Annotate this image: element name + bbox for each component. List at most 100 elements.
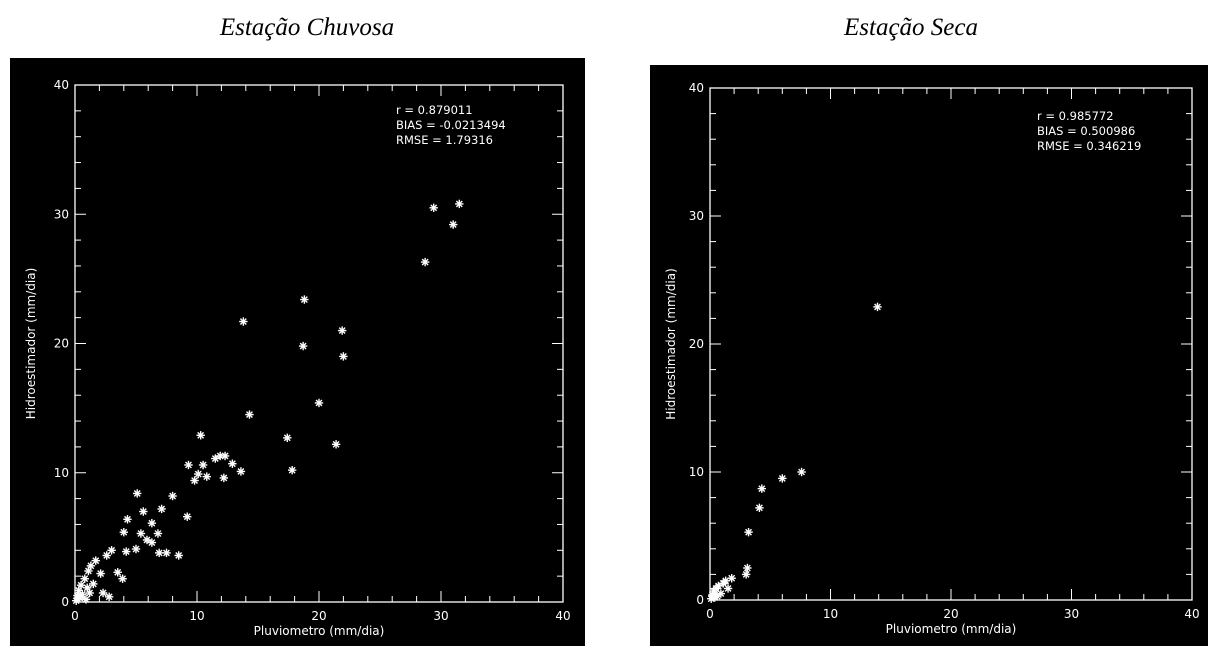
y-tick-label: 30	[54, 207, 69, 221]
x-axis-label: Pluviometro (mm/dia)	[254, 624, 385, 638]
scatter-chart-dry-season: 0 10 20 30 40 0 10 20 30 40 Pluviometro (mm/dia) Hi…	[650, 65, 1208, 646]
data-point	[429, 203, 438, 212]
x-tick-label: 0	[706, 607, 714, 621]
x-tick-label: 30	[433, 609, 448, 623]
data-point	[741, 570, 751, 579]
axis-ticks	[74, 84, 564, 603]
chart-title-dry-season: Estação Seca	[844, 14, 978, 41]
data-point	[147, 518, 157, 528]
data-point	[744, 527, 753, 537]
data-point	[168, 491, 177, 501]
data-point	[194, 469, 203, 479]
data-point	[107, 546, 116, 555]
x-tick-label: 40	[1184, 607, 1199, 621]
x-tick-label: 20	[943, 607, 958, 621]
stats-legend-line: RMSE = 1.79316	[396, 133, 493, 147]
data-point	[72, 596, 81, 605]
data-point	[81, 595, 91, 604]
data-point	[723, 584, 733, 593]
data-point	[122, 547, 131, 556]
data-point	[245, 410, 254, 419]
x-tick-label: 20	[311, 609, 326, 623]
y-tick-label: 40	[54, 78, 69, 92]
stats-legend-line: r = 0.879011	[396, 103, 473, 117]
x-tick-label: 10	[823, 607, 838, 621]
data-point	[133, 489, 142, 498]
data-point	[873, 302, 882, 312]
y-tick-label: 0	[696, 593, 704, 607]
data-point	[339, 352, 348, 361]
y-tick-label: 10	[54, 466, 69, 480]
data-point	[89, 579, 98, 589]
y-tick-label: 40	[689, 81, 704, 95]
stats-legend-line: BIAS = -0.0213494	[396, 118, 506, 132]
y-tick-label: 10	[689, 465, 704, 479]
data-point	[118, 574, 127, 583]
data-point	[797, 467, 806, 477]
data-point	[196, 431, 205, 440]
data-point	[449, 220, 458, 229]
data-point	[239, 317, 248, 326]
data-point	[727, 574, 736, 583]
data-point	[102, 551, 111, 560]
data-point	[314, 398, 324, 408]
data-point	[123, 515, 132, 524]
data-point	[154, 548, 164, 558]
data-point	[778, 474, 787, 483]
data-point	[78, 590, 87, 599]
y-tick-label: 20	[54, 337, 69, 351]
y-tick-label: 30	[689, 209, 704, 223]
data-point	[183, 512, 192, 521]
data-point	[716, 589, 726, 598]
x-tick-label: 0	[71, 609, 79, 623]
data-point	[455, 199, 464, 209]
data-point	[153, 529, 163, 538]
data-point	[198, 460, 208, 470]
chart-title-rainy-season: Estação Chuvosa	[219, 14, 395, 41]
data-point	[219, 473, 229, 483]
data-point	[298, 341, 308, 351]
plot-frame	[709, 87, 1193, 601]
stats-legend-line: r = 0.985772	[1037, 109, 1114, 123]
scatter-plot-dry-season: 0 10 20 30 40 0 10 20 30 40 Pluviometro (mm/dia) Hi…	[664, 81, 1200, 636]
data-point	[98, 588, 108, 598]
data-point	[184, 460, 193, 470]
data-points	[72, 199, 464, 605]
data-point	[85, 588, 94, 598]
scatter-chart-rainy-season: 0 10 20 30 40 0 10 20 30 40 Pluviometro (mm/dia) Hi…	[10, 58, 585, 646]
x-tick-label: 10	[189, 609, 204, 623]
data-point	[420, 257, 430, 267]
data-points	[707, 302, 882, 603]
data-point	[331, 440, 341, 449]
data-point	[91, 556, 100, 565]
y-axis-label: Hidroestimador (mm/dia)	[664, 268, 678, 420]
data-point	[743, 563, 752, 573]
data-point	[162, 548, 171, 558]
data-point	[202, 472, 211, 481]
x-axis-label: Pluviometro (mm/dia)	[886, 622, 1017, 636]
data-point	[300, 295, 309, 304]
data-point	[220, 451, 230, 461]
data-point	[157, 504, 166, 514]
data-point	[86, 561, 96, 571]
data-point	[119, 528, 128, 537]
data-point	[190, 476, 199, 485]
data-point	[147, 538, 157, 547]
data-point	[174, 551, 183, 560]
y-tick-label: 0	[61, 595, 69, 609]
plot-frame	[74, 84, 564, 603]
scatter-plot-rainy-season: 0 10 20 30 40 0 10 20 30 40 Pluviometro (mm/dia) Hi…	[24, 78, 571, 638]
data-point	[287, 465, 297, 475]
stats-legend-line: BIAS = 0.500986	[1037, 124, 1135, 138]
data-point	[104, 592, 114, 602]
x-tick-label: 30	[1064, 607, 1079, 621]
data-point	[96, 569, 105, 578]
data-point	[80, 574, 89, 583]
data-point	[283, 433, 292, 443]
y-tick-label: 20	[689, 337, 704, 351]
y-axis-label: Hidroestimador (mm/dia)	[24, 268, 38, 420]
data-point	[131, 544, 141, 554]
data-point	[136, 529, 146, 538]
data-point	[228, 459, 237, 468]
data-point	[113, 568, 122, 577]
